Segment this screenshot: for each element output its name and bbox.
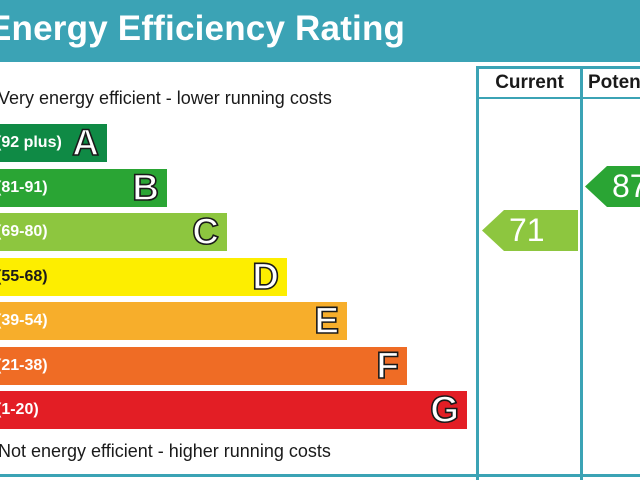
column-header-potential: Potential [588, 72, 640, 93]
potential-arrow-shape [585, 166, 640, 207]
page-title: Energy Efficiency Rating [0, 9, 406, 48]
band-letter-label: E [314, 302, 340, 340]
band-d: (55-68) D [0, 258, 287, 296]
frame-header-line [476, 97, 640, 99]
band-letter-label: A [71, 124, 99, 162]
frame-top-line [476, 66, 640, 69]
potential-rating-value: 87 [612, 168, 640, 204]
frame-divider-left [476, 66, 479, 480]
header-bar: Energy Efficiency Rating [0, 0, 640, 62]
caption-top: Very energy efficient - lower running co… [0, 88, 332, 108]
current-rating-arrow: 71 [482, 210, 578, 251]
frame-divider-mid [580, 66, 583, 480]
band-range-label: (81-91) [0, 179, 48, 196]
band-e: (39-54) E [0, 302, 347, 340]
band-letter-label: G [429, 391, 459, 429]
potential-rating-arrow: 87 [585, 166, 640, 207]
band-f: (21-38) F [0, 347, 407, 385]
band-b: (81-91) B [0, 169, 167, 207]
band-letter-label: B [131, 169, 159, 207]
band-range-label: (55-68) [0, 268, 48, 285]
current-arrow-shape [482, 210, 578, 251]
band-c: (69-80) C [0, 213, 227, 251]
band-a: (92 plus) A [0, 124, 107, 162]
band-range-label: (1-20) [0, 401, 39, 418]
caption-bottom: Not energy efficient - higher running co… [0, 441, 331, 461]
band-range-label: (21-38) [0, 357, 48, 374]
band-letter-label: C [191, 213, 219, 251]
band-range-label: (69-80) [0, 223, 48, 240]
band-letter-label: F [376, 347, 400, 385]
frame-bottom-line [0, 474, 640, 477]
band-letter-label: D [251, 258, 279, 296]
column-header-current: Current [495, 72, 564, 93]
band-range-label: (92 plus) [0, 134, 62, 151]
band-range-label: (39-54) [0, 312, 48, 329]
current-rating-value: 71 [509, 212, 545, 248]
band-g: (1-20) G [0, 391, 467, 429]
